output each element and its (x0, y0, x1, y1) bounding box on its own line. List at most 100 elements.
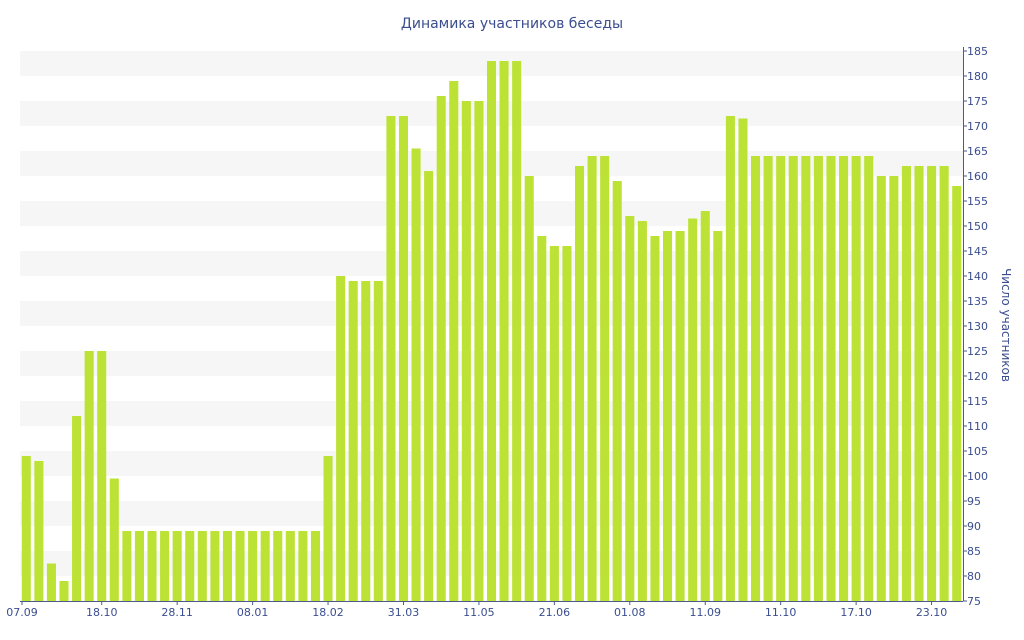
x-tick-label: 11.05 (463, 606, 495, 619)
y-tick-label: 170 (967, 120, 988, 133)
x-tick-label: 01.08 (614, 606, 646, 619)
bar (46, 563, 56, 601)
bar (235, 531, 245, 601)
bar (59, 581, 69, 601)
bar (612, 181, 622, 601)
bar (461, 101, 471, 601)
bar (72, 416, 82, 601)
bar (889, 176, 899, 601)
y-tick-label: 125 (967, 345, 988, 358)
bar (21, 456, 31, 601)
y-tick-label: 140 (967, 270, 988, 283)
y-tick-label: 115 (967, 395, 988, 408)
y-axis-label: Число участников (999, 268, 1013, 382)
y-tick-label: 165 (967, 145, 988, 158)
y-tick-label: 130 (967, 320, 988, 333)
bar (738, 118, 748, 601)
bar (336, 276, 346, 601)
bar (776, 156, 786, 601)
bar (97, 351, 107, 601)
bar (549, 246, 559, 601)
bar (813, 156, 823, 601)
y-tick-label: 110 (967, 420, 988, 433)
bar (285, 531, 295, 601)
bar (851, 156, 861, 601)
bar (474, 101, 484, 601)
x-tick-label: 17.10 (840, 606, 872, 619)
bar (310, 531, 320, 601)
y-tick-label: 145 (967, 245, 988, 258)
bar (34, 461, 44, 601)
bar (839, 156, 849, 601)
bar (713, 231, 723, 601)
bar (210, 531, 220, 601)
bar (109, 478, 119, 601)
bar (512, 61, 522, 601)
bar (914, 166, 924, 601)
x-tick-label: 31.03 (388, 606, 420, 619)
y-tick-label: 135 (967, 295, 988, 308)
bar (348, 281, 358, 601)
bar (361, 281, 371, 601)
bar (864, 156, 874, 601)
bar (537, 236, 547, 601)
bar (939, 166, 949, 601)
y-tick-label: 160 (967, 170, 988, 183)
bar (147, 531, 157, 601)
bar (84, 351, 94, 601)
x-tick-label: 07.09 (6, 606, 38, 619)
bar (499, 61, 509, 601)
bars (21, 61, 962, 601)
bar (700, 211, 710, 601)
y-tick-label: 90 (967, 520, 981, 533)
x-tick-label: 23.10 (916, 606, 948, 619)
bar (449, 81, 459, 601)
bar (373, 281, 383, 601)
bar (801, 156, 811, 601)
bar (927, 166, 937, 601)
bar (788, 156, 798, 601)
bar (323, 456, 333, 601)
bar (134, 531, 144, 601)
x-tick-label: 11.10 (765, 606, 797, 619)
y-tick-label: 185 (967, 45, 988, 58)
bar (562, 246, 572, 601)
y-tick-label: 100 (967, 470, 988, 483)
bar (725, 116, 735, 601)
bar (398, 116, 409, 601)
bar (248, 531, 258, 601)
bar (411, 148, 421, 601)
bar (197, 531, 207, 601)
bar (625, 216, 635, 601)
bar (650, 236, 660, 601)
y-tick-label: 155 (967, 195, 988, 208)
bar (172, 531, 182, 601)
bar (273, 531, 283, 601)
y-tick-label: 180 (967, 70, 988, 83)
y-tick-label: 80 (967, 570, 981, 583)
y-tick-label: 75 (967, 595, 981, 608)
bar (185, 531, 195, 601)
bar (587, 156, 597, 601)
bar (688, 218, 698, 601)
x-tick-label: 28.11 (161, 606, 193, 619)
y-tick-label: 85 (967, 545, 981, 558)
bar (600, 156, 610, 601)
x-tick-label: 11.09 (689, 606, 721, 619)
bar (574, 166, 585, 601)
y-tick-labels: 75 80 85 90 95 100 105 110 115 120 125 130 135 140 145… (963, 45, 988, 608)
bar (751, 156, 761, 601)
bar (876, 176, 886, 601)
bar (424, 171, 434, 601)
x-tick-label: 18.02 (312, 606, 344, 619)
y-tick-label: 175 (967, 95, 988, 108)
bar (222, 531, 232, 601)
bar (486, 61, 497, 601)
bar (675, 231, 685, 601)
bar (826, 156, 836, 601)
bar (763, 156, 773, 601)
bar (663, 231, 673, 601)
bar (901, 166, 911, 601)
bar (298, 531, 308, 601)
